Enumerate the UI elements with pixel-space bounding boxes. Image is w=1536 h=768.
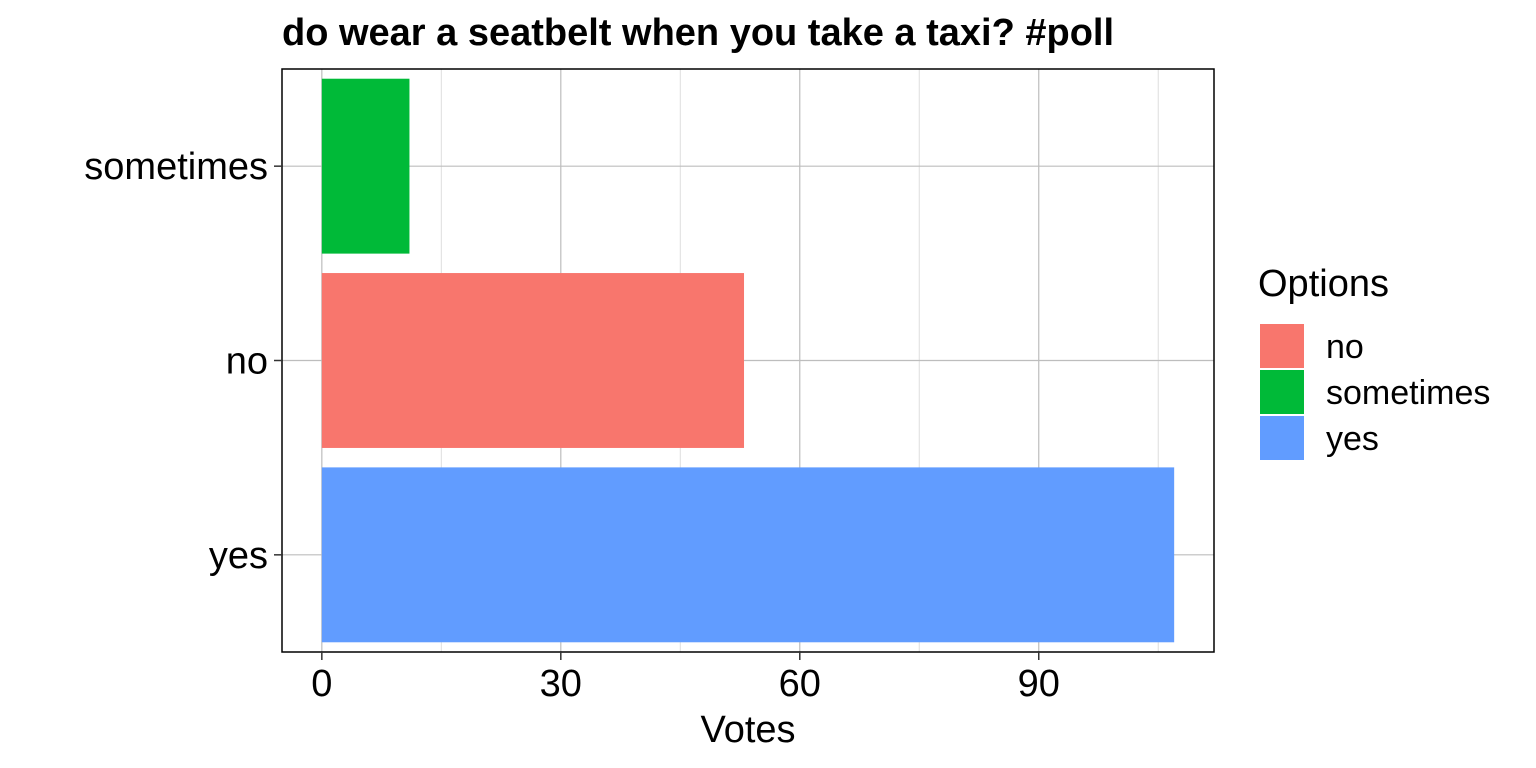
x-axis-title: Votes [700, 709, 795, 751]
x-tick-label: 90 [1018, 663, 1060, 705]
x-tick-label: 60 [779, 663, 821, 705]
legend-items: no sometimes yes [1260, 324, 1490, 460]
bars-group [321, 78, 1175, 643]
legend-swatch-sometimes [1260, 370, 1304, 414]
x-tick-label: 30 [540, 663, 582, 705]
chart-title: do wear a seatbelt when you take a taxi?… [282, 12, 1114, 54]
y-tick-label-sometimes: sometimes [84, 146, 268, 188]
legend-title: Options [1258, 263, 1389, 305]
x-axis: 0 30 60 90 [311, 652, 1060, 705]
y-axis: yes no sometimes [84, 146, 282, 577]
x-tick-label: 0 [311, 663, 332, 705]
legend-label-no: no [1326, 328, 1364, 366]
legend-swatch-no [1260, 324, 1304, 368]
legend-label-yes: yes [1326, 420, 1379, 458]
bar-no [321, 273, 745, 448]
legend-swatch-yes [1260, 416, 1304, 460]
legend-label-sometimes: sometimes [1326, 374, 1490, 412]
bar-yes [321, 467, 1175, 643]
y-tick-label-no: no [226, 341, 268, 383]
y-tick-label-yes: yes [209, 535, 268, 577]
bar-sometimes [321, 78, 410, 254]
legend: Options no sometimes yes [1258, 263, 1490, 460]
